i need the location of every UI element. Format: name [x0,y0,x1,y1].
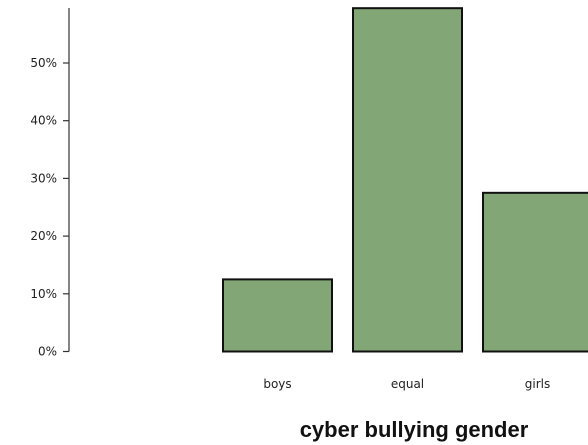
x-tick-label-equal: equal [391,377,424,391]
y-tick-label: 50% [30,56,57,70]
x-tick-label-girls: girls [525,377,550,391]
y-tick-label: 0% [38,345,57,359]
y-tick-label: 40% [30,114,57,128]
bar-boys [222,278,333,353]
x-axis-labels: boys equal girls [263,377,550,391]
y-axis: 0% 10% 20% 30% 40% 50% [30,8,70,359]
bar-equal [352,7,463,353]
y-tick-label: 10% [30,287,57,301]
bar-girls [482,191,588,353]
chart-title: cyber bullying gender [300,417,529,442]
y-tick-label: 30% [30,171,57,185]
y-tick-label: 20% [30,229,57,243]
bar-series [222,7,588,353]
x-tick-label-boys: boys [263,377,291,391]
